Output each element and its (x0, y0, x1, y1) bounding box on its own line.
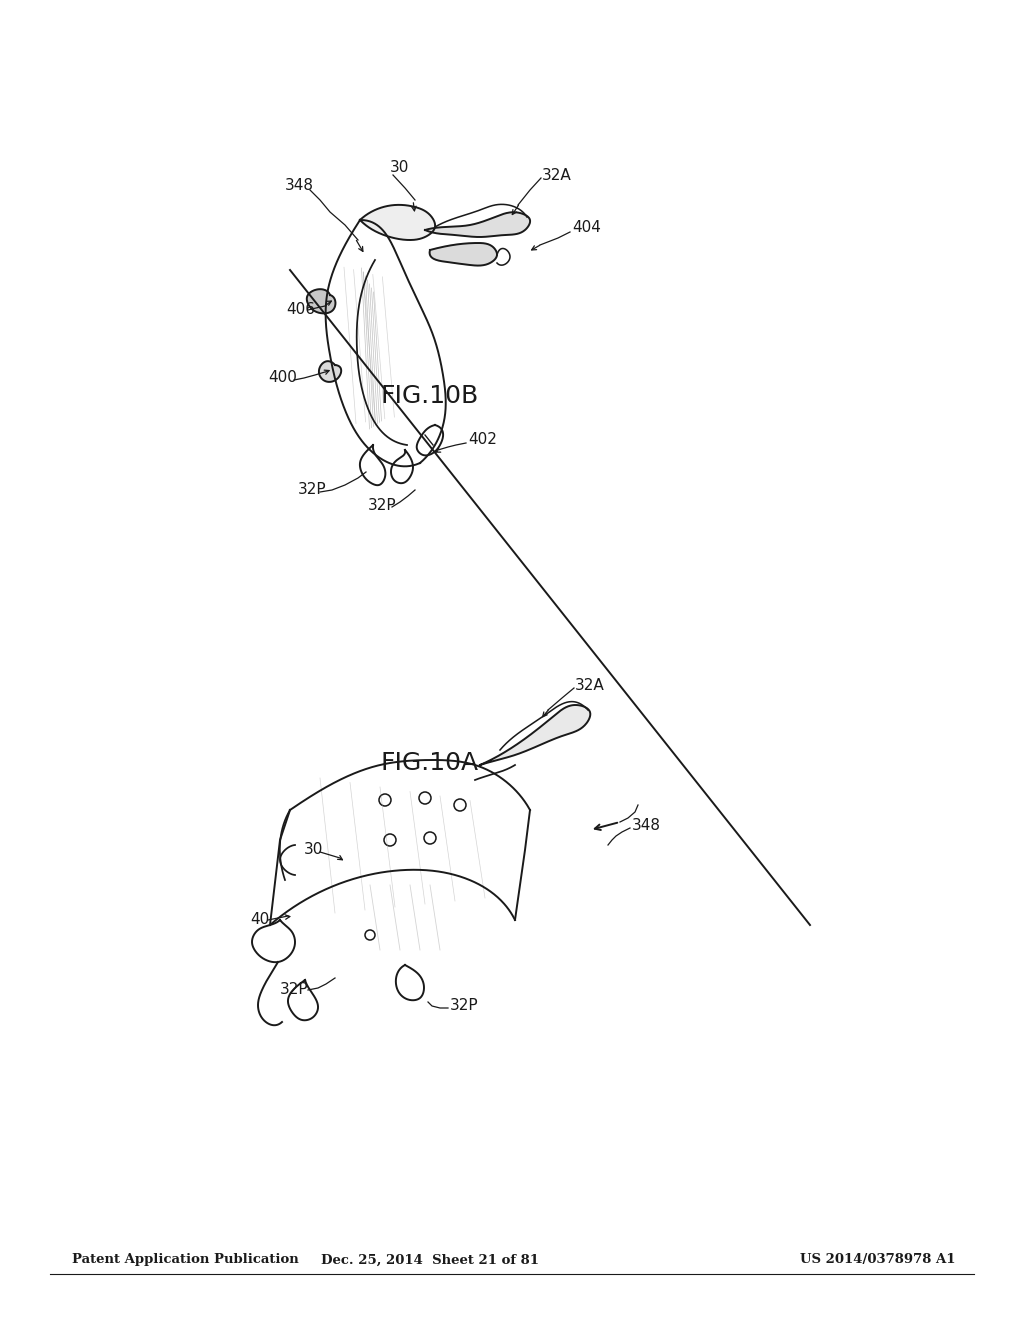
Text: 32A: 32A (542, 168, 571, 182)
Text: US 2014/0378978 A1: US 2014/0378978 A1 (800, 1254, 955, 1266)
Text: 30: 30 (304, 842, 324, 858)
Polygon shape (307, 289, 336, 313)
Polygon shape (318, 362, 341, 381)
Text: 32P: 32P (368, 498, 396, 512)
Text: Dec. 25, 2014  Sheet 21 of 81: Dec. 25, 2014 Sheet 21 of 81 (321, 1254, 539, 1266)
Text: 406: 406 (286, 302, 315, 318)
Text: 40: 40 (250, 912, 269, 928)
Text: 32P: 32P (280, 982, 308, 998)
Text: 404: 404 (572, 220, 601, 235)
Text: FIG.10A: FIG.10A (381, 751, 479, 775)
Text: 32A: 32A (575, 677, 605, 693)
Polygon shape (360, 205, 435, 240)
Text: 32P: 32P (298, 483, 327, 498)
Text: 30: 30 (390, 161, 410, 176)
Polygon shape (430, 243, 497, 265)
Text: 348: 348 (632, 817, 662, 833)
Text: 348: 348 (285, 177, 314, 193)
Polygon shape (480, 705, 590, 766)
Text: FIG.10B: FIG.10B (381, 384, 479, 408)
Polygon shape (425, 213, 530, 238)
Text: 402: 402 (468, 433, 497, 447)
Text: 400: 400 (268, 371, 297, 385)
Text: 32P: 32P (450, 998, 478, 1012)
Text: Patent Application Publication: Patent Application Publication (72, 1254, 299, 1266)
